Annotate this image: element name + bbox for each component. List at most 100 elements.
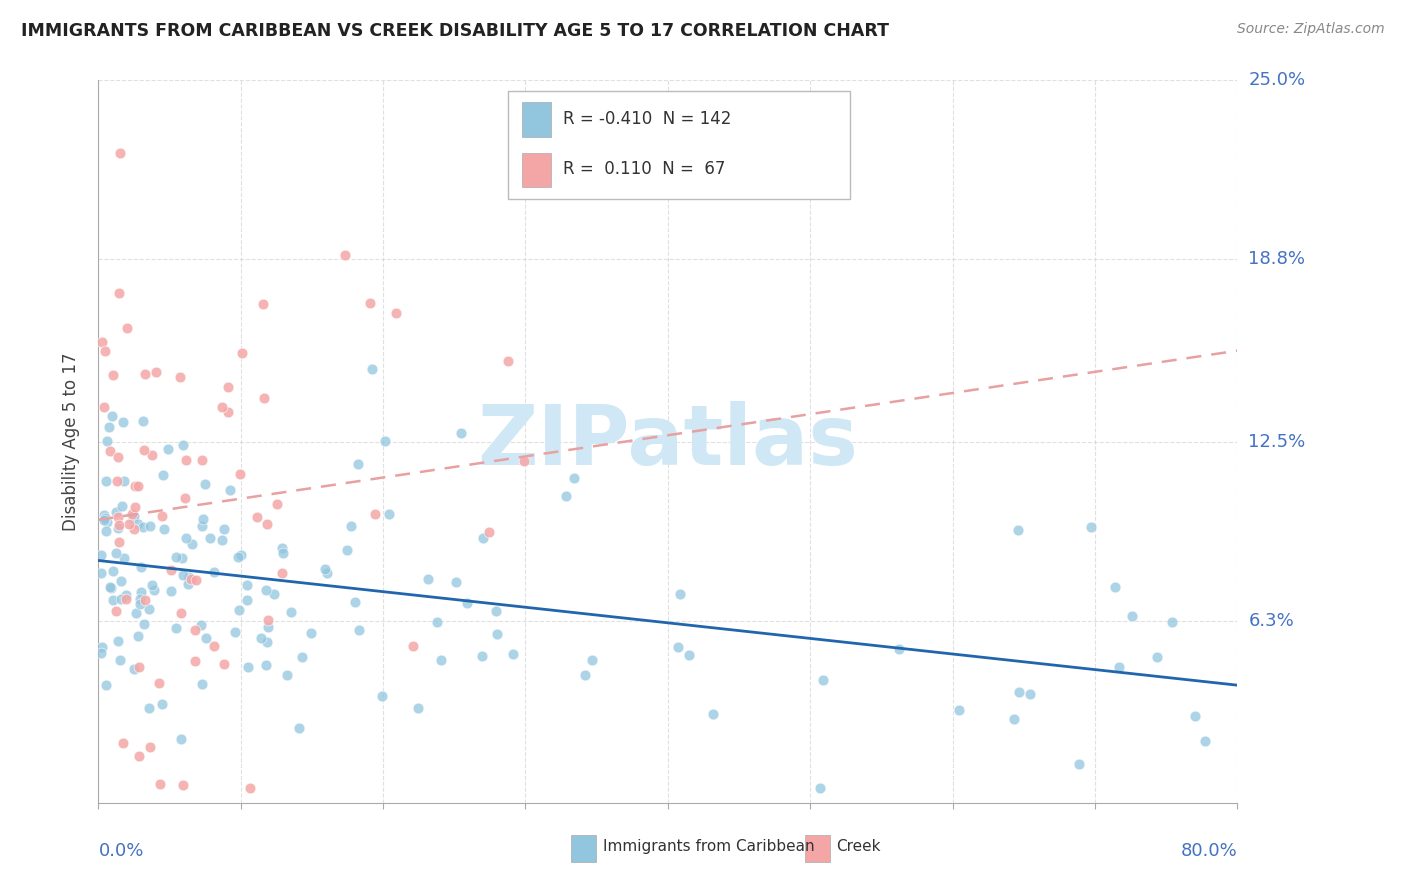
Point	[172, 567, 194, 582]
Point	[107, 521, 129, 535]
Point	[231, 345, 253, 359]
Point	[96, 434, 118, 448]
Point	[134, 617, 156, 632]
Point	[112, 550, 135, 565]
Text: Creek: Creek	[837, 838, 882, 854]
Point	[226, 550, 249, 565]
Point	[132, 414, 155, 428]
Point	[217, 380, 239, 394]
Point	[110, 591, 132, 606]
Point	[121, 511, 143, 525]
Point	[172, 778, 194, 792]
Point	[170, 550, 193, 565]
Point	[218, 483, 240, 497]
Point	[100, 581, 122, 595]
Text: Source: ZipAtlas.com: Source: ZipAtlas.com	[1237, 22, 1385, 37]
Point	[141, 578, 163, 592]
Point	[471, 531, 494, 545]
Point	[266, 497, 288, 511]
Point	[808, 781, 831, 796]
Point	[254, 582, 277, 597]
Point	[280, 605, 302, 619]
Point	[340, 518, 363, 533]
Point	[169, 369, 191, 384]
Point	[450, 426, 472, 441]
Point	[183, 624, 205, 638]
Point	[150, 698, 173, 712]
Point	[127, 629, 149, 643]
Point	[1008, 684, 1031, 698]
Point	[176, 577, 198, 591]
Point	[174, 491, 197, 505]
Point	[90, 549, 112, 563]
Point	[124, 508, 146, 523]
Point	[202, 565, 225, 579]
Point	[121, 507, 143, 521]
Point	[118, 516, 141, 531]
Point	[363, 507, 385, 521]
Point	[202, 639, 225, 653]
Point	[246, 510, 269, 524]
Point	[191, 676, 214, 690]
Point	[90, 335, 112, 350]
Point	[887, 641, 910, 656]
Point	[129, 585, 152, 599]
Text: 0.0%: 0.0%	[98, 842, 143, 860]
Point	[149, 777, 172, 791]
Point	[108, 145, 131, 160]
Point	[98, 419, 121, 434]
Point	[271, 541, 294, 555]
Point	[194, 477, 217, 491]
Point	[138, 602, 160, 616]
Point	[1019, 687, 1042, 701]
Point	[430, 653, 453, 667]
Point	[180, 573, 202, 587]
Point	[134, 367, 156, 381]
Point	[108, 286, 131, 301]
Point	[153, 522, 176, 536]
Point	[581, 653, 603, 667]
Point	[666, 640, 689, 654]
Text: 18.8%: 18.8%	[1249, 251, 1305, 268]
Point	[128, 597, 150, 611]
Point	[143, 582, 166, 597]
Text: 80.0%: 80.0%	[1181, 842, 1237, 860]
Point	[110, 574, 132, 589]
Point	[132, 520, 155, 534]
Point	[108, 653, 131, 667]
Point	[271, 566, 294, 580]
Point	[554, 489, 576, 503]
Point	[174, 453, 197, 467]
Point	[1080, 520, 1102, 534]
Point	[148, 675, 170, 690]
Point	[702, 707, 724, 722]
Point	[145, 366, 167, 380]
Point	[224, 625, 246, 640]
Point	[134, 593, 156, 607]
Point	[191, 453, 214, 467]
Text: IMMIGRANTS FROM CARIBBEAN VS CREEK DISABILITY AGE 5 TO 17 CORRELATION CHART: IMMIGRANTS FROM CARIBBEAN VS CREEK DISAB…	[21, 22, 889, 40]
Point	[502, 647, 524, 661]
Text: ZIPatlas: ZIPatlas	[478, 401, 858, 482]
Text: Immigrants from Caribbean: Immigrants from Caribbean	[603, 838, 814, 854]
Point	[124, 500, 146, 514]
Point	[288, 721, 311, 735]
Point	[184, 654, 207, 668]
Point	[141, 448, 163, 462]
Point	[125, 606, 148, 620]
Point	[165, 621, 187, 635]
Point	[138, 701, 160, 715]
Point	[139, 518, 162, 533]
Point	[177, 570, 200, 584]
Point	[256, 634, 278, 648]
Point	[1121, 609, 1143, 624]
Point	[186, 573, 208, 587]
Point	[127, 516, 149, 531]
Point	[263, 587, 285, 601]
Point	[98, 580, 121, 594]
Text: 25.0%: 25.0%	[1249, 71, 1306, 89]
Point	[96, 524, 118, 538]
Bar	[522, 153, 551, 187]
Point	[93, 344, 115, 359]
Text: 6.3%: 6.3%	[1249, 612, 1294, 630]
